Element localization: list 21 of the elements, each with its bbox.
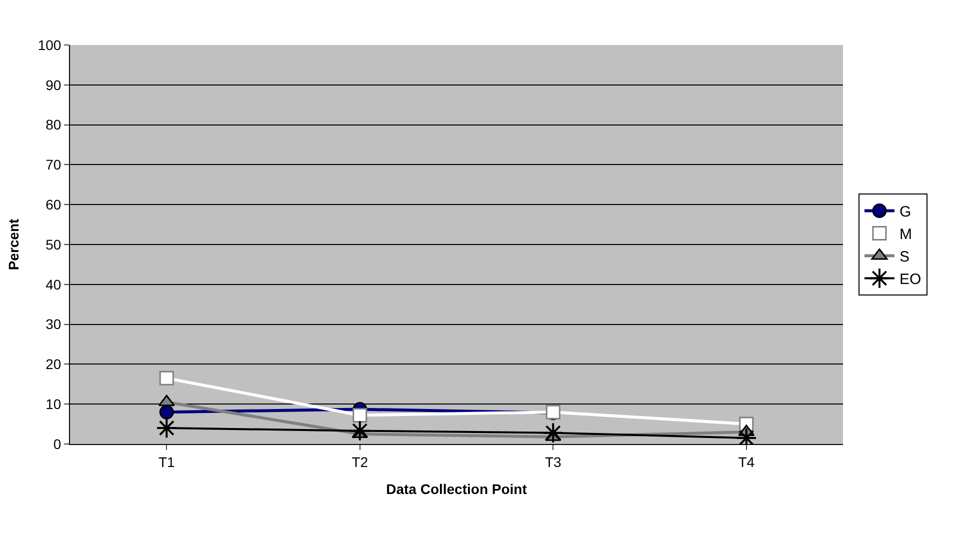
y-tick-label: 20 (46, 356, 62, 372)
legend-label: S (899, 248, 910, 266)
y-tick-label: 90 (46, 76, 62, 93)
y-tick-label: 60 (46, 196, 62, 212)
y-tick-label: 70 (46, 156, 62, 173)
y-tick-label: 80 (46, 116, 62, 133)
y-tick-label: 100 (38, 36, 62, 53)
x-tick-label: T3 (544, 454, 562, 470)
y-tick-label: 10 (46, 396, 62, 412)
y-axis-title: Percent (5, 218, 22, 270)
legend-label: M (899, 226, 912, 244)
legend-label: EO (899, 271, 922, 288)
y-tick-label: 30 (46, 316, 62, 332)
x-tick-label: T4 (738, 454, 755, 470)
y-tick-label: 50 (46, 236, 62, 252)
y-tick-label: 0 (53, 436, 62, 452)
x-tick-label: T2 (352, 454, 368, 470)
x-tick-label: T1 (158, 454, 176, 470)
x-axis-title: Data Collection Point (386, 481, 528, 498)
y-tick-label: 40 (46, 276, 62, 292)
legend-label: G (899, 204, 912, 221)
